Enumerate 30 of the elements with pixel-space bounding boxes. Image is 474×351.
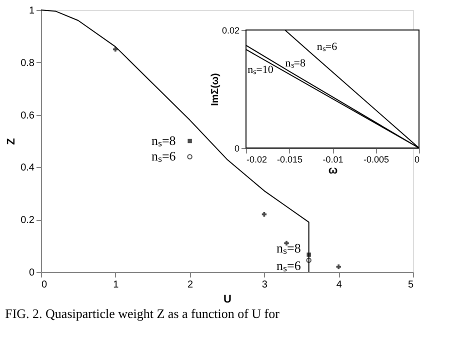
y-tick-label: 0.2	[20, 215, 35, 226]
y-tick-label: 0	[28, 268, 35, 278]
x-tick-label: -0.01	[322, 154, 344, 164]
series-label: nₛ=6	[316, 41, 338, 54]
x-tick-label: -0.02	[246, 154, 268, 164]
y-tick-label: 0.4	[20, 162, 35, 174]
y-axis-title: Z	[6, 138, 18, 145]
caption: FIG. 2. Quasiparticle weight Z as a function of U for	[5, 306, 280, 321]
x-tick-label: 1	[113, 280, 120, 290]
x-axis-title: U	[224, 294, 232, 306]
x-tick-label: 3	[262, 280, 268, 290]
series-label: nₛ=8	[151, 133, 176, 148]
y-tick-label: 0.8	[20, 58, 35, 69]
series-label: nₛ=10	[248, 64, 274, 76]
x-tick-label: -0.005	[363, 154, 390, 164]
annotation: nₛ=6	[276, 258, 302, 274]
y-tick-label: 0.6	[20, 110, 35, 122]
annotation: nₛ=8	[276, 240, 301, 256]
x-tick-label: 5	[408, 280, 414, 290]
series-label: nₛ=6	[151, 148, 176, 164]
x-tick-label: 0	[414, 154, 420, 164]
x-axis-title: ω	[328, 164, 338, 176]
y-tick-label: 1	[28, 6, 35, 16]
y-axis-title: ImΣ(ω)	[210, 73, 221, 106]
y-tick-label: 0.02	[222, 26, 240, 36]
series-label: nₛ=8	[285, 57, 306, 70]
x-tick-label: 2	[188, 280, 194, 290]
x-tick-label: 0	[42, 280, 48, 290]
x-tick-label: 4	[336, 280, 342, 290]
x-tick-label: -0.015	[276, 154, 303, 164]
